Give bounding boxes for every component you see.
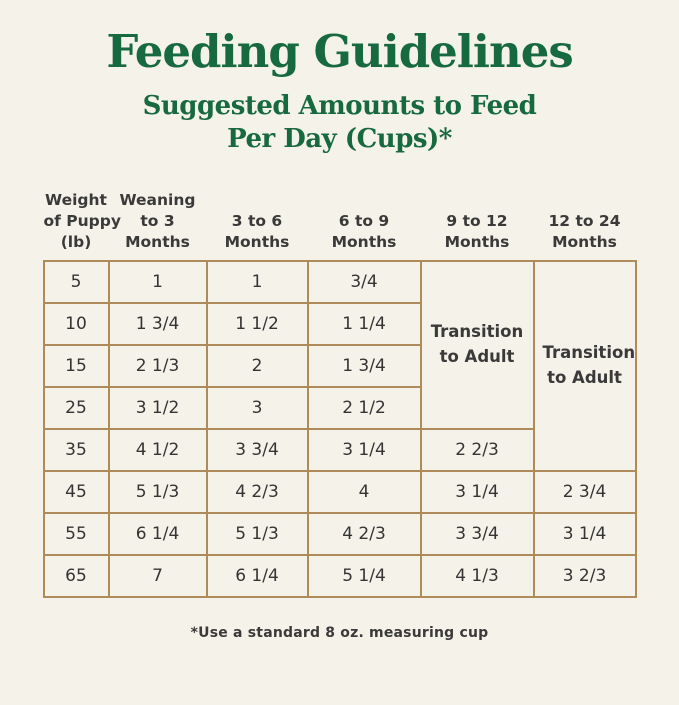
amount-cell: 3 1/4 <box>532 512 637 557</box>
table-row: 5 1 1 3/4 Transition to Adult Transition to A… <box>42 260 637 473</box>
table-row: 10 1 3/4 1 1/2 1 1/4 <box>42 302 636 347</box>
amount-cell: 7 <box>107 554 208 599</box>
amount-cell: 1 <box>107 260 208 305</box>
feeding-guidelines-infographic: Feeding Guidelines Suggested Amounts to … <box>0 26 679 705</box>
table-row: 15 2 1/3 2 1 3/4 <box>42 344 636 389</box>
header-row: Weight of Puppy (lb) Weaning to 3 Months… <box>44 190 636 261</box>
amount-cell: 3 3/4 <box>419 512 535 557</box>
amount-cell: 3 1/4 <box>419 470 535 515</box>
feeding-table-body: 5 1 1 3/4 Transition to Adult Transition to A… <box>42 260 637 599</box>
amount-cell: 2 1/3 <box>107 344 208 389</box>
amount-cell: 4 2/3 <box>306 512 422 557</box>
transition-cell: Transition to Adult <box>532 260 637 473</box>
amount-cell: 6 1/4 <box>107 512 208 557</box>
weight-cell: 35 <box>42 428 110 473</box>
amount-cell: 5 1/3 <box>107 470 208 515</box>
amount-cell: 4 1/2 <box>107 428 208 473</box>
column-header-12-to-24-months: 12 to 24 Months <box>548 212 621 252</box>
weight-cell: 15 <box>42 344 110 389</box>
table-row: 25 3 1/2 3 2 1/2 <box>42 386 636 431</box>
table-row: 55 6 1/4 5 1/3 4 2/3 3 3/4 3 1/4 <box>42 512 637 557</box>
amount-cell: 1 <box>205 260 309 305</box>
column-header-6-to-9-months: 6 to 9 Months <box>331 212 397 252</box>
amount-cell: 5 1/4 <box>306 554 422 599</box>
amount-cell: 3 3/4 <box>205 428 309 473</box>
amount-cell: 2 <box>205 344 309 389</box>
weight-cell: 10 <box>42 302 110 347</box>
amount-cell: 3/4 <box>306 260 422 305</box>
amount-cell: 1 3/4 <box>306 344 422 389</box>
weight-cell: 25 <box>42 386 110 431</box>
table-row: 45 5 1/3 4 2/3 4 3 1/4 2 3/4 <box>42 470 637 515</box>
amount-cell: 5 1/3 <box>205 512 309 557</box>
amount-cell: 2 1/2 <box>306 386 422 431</box>
amount-cell: 1 1/4 <box>306 302 422 347</box>
column-header-3-to-6-months: 3 to 6 Months <box>224 212 290 252</box>
amount-cell: 3 1/2 <box>107 386 208 431</box>
transition-cell: Transition to Adult <box>419 260 535 431</box>
amount-cell: 4 1/3 <box>419 554 535 599</box>
column-header-9-to-12-months: 9 to 12 Months <box>444 212 510 252</box>
feeding-table: Weight of Puppy (lb) Weaning to 3 Months… <box>42 190 637 599</box>
amount-cell: 2 2/3 <box>419 428 535 473</box>
weight-cell: 65 <box>42 554 110 599</box>
weight-cell: 55 <box>42 512 110 557</box>
amount-cell: 6 1/4 <box>205 554 309 599</box>
amount-cell: 1 3/4 <box>107 302 208 347</box>
column-header-weaning-to-3-months: Weaning to 3 Months <box>119 191 196 252</box>
amount-cell: 1 1/2 <box>205 302 309 347</box>
amount-cell: 4 <box>306 470 422 515</box>
amount-cell: 3 <box>205 386 309 431</box>
column-header-weight: Weight of Puppy (lb) <box>43 191 121 252</box>
amount-cell: 3 2/3 <box>532 554 637 599</box>
page-subtitle: Suggested Amounts to Feed Per Day (Cups)… <box>142 90 537 155</box>
measuring-cup-footnote: *Use a standard 8 oz. measuring cup <box>190 625 489 642</box>
table-row: 35 4 1/2 3 3/4 3 1/4 2 2/3 <box>42 428 636 473</box>
amount-cell: 4 2/3 <box>205 470 309 515</box>
feeding-table-header: Weight of Puppy (lb) Weaning to 3 Months… <box>44 190 636 261</box>
weight-cell: 45 <box>42 470 110 515</box>
page-title: Feeding Guidelines <box>106 25 573 78</box>
amount-cell: 2 3/4 <box>532 470 637 515</box>
table-row: 65 7 6 1/4 5 1/4 4 1/3 3 2/3 <box>42 554 637 599</box>
amount-cell: 3 1/4 <box>306 428 422 473</box>
weight-cell: 5 <box>42 260 110 305</box>
